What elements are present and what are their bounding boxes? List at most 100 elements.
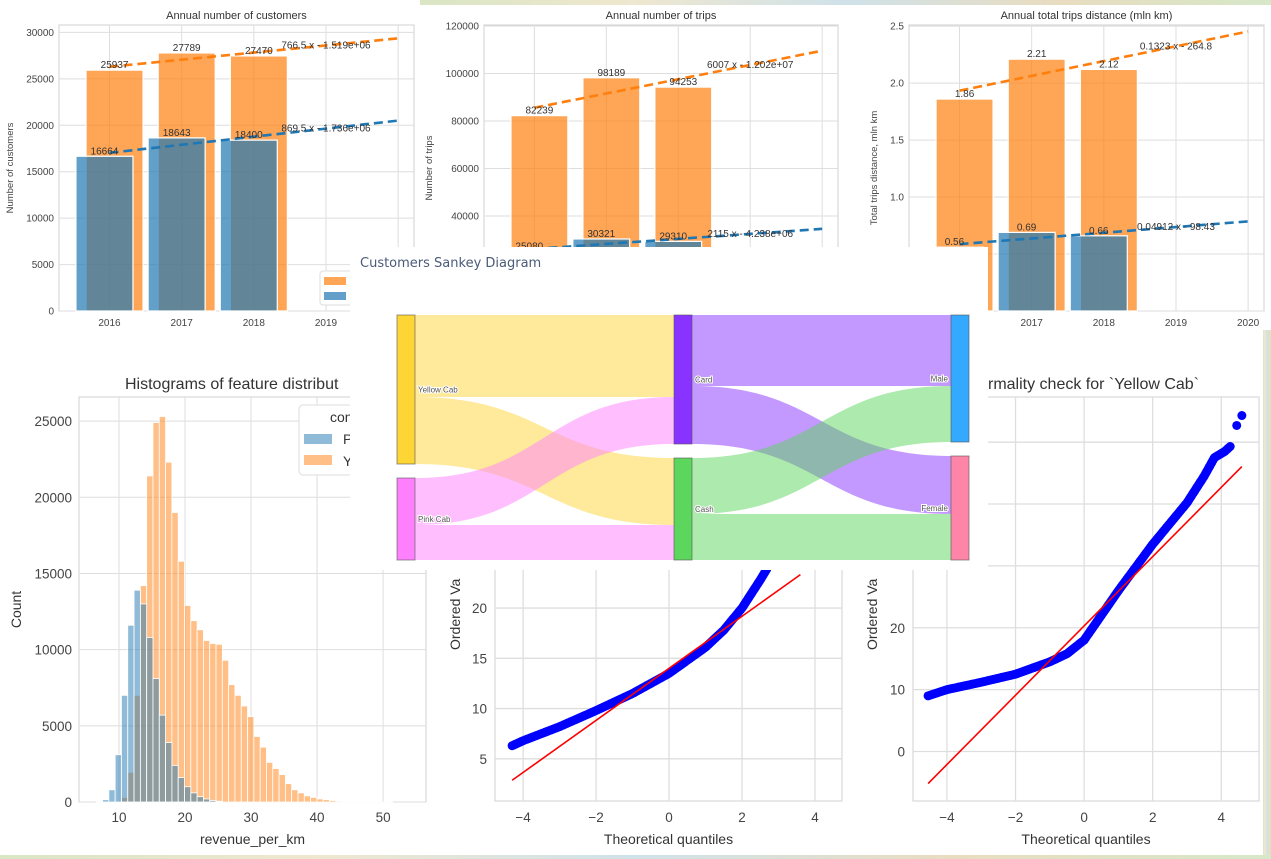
- sankey-nodes: Yellow Cab Pink Cab Card Cash Male Female: [396, 314, 970, 561]
- x-tick-label: 2018: [1093, 318, 1116, 329]
- trend-line: [534, 227, 823, 251]
- histogram-bar: [171, 512, 179, 803]
- x-tick-label: 4: [811, 810, 819, 825]
- bar-value-label: 0.66: [1089, 226, 1109, 237]
- bar-value-label: 0.56: [945, 237, 965, 248]
- y-tick-label: 0: [48, 307, 54, 318]
- x-axis-label: Theoretical quantiles: [1021, 831, 1150, 847]
- bar-value-label: 27789: [173, 43, 201, 54]
- histogram-bar: [215, 800, 223, 803]
- histogram-bar: [253, 736, 261, 803]
- trend-line: [109, 37, 399, 69]
- trend-equation-label: 869.5 x - 1.736e+06: [281, 124, 371, 135]
- y-tick-label: 120000: [446, 21, 480, 32]
- y-tick-label: 15: [472, 651, 487, 666]
- x-axis-label: Theoretical quantiles: [604, 831, 733, 847]
- y-tick-label: 20: [890, 621, 905, 636]
- bar-value-label: 16664: [91, 146, 119, 157]
- x-tick-label: 10: [111, 810, 126, 825]
- trend-equation-label: 0.1323 x - 264.8: [1140, 41, 1213, 52]
- trend-line: [534, 49, 823, 110]
- y-tick-label: 1.0: [890, 193, 904, 204]
- histogram-bar: [297, 792, 305, 803]
- y-tick-label: 5000: [42, 719, 72, 734]
- sankey-node-label: Yellow Cab: [418, 386, 458, 395]
- bar-value-label: 2.12: [1099, 59, 1119, 70]
- histogram-bar: [190, 792, 198, 803]
- chart-title: Histograms of feature distribut: [125, 376, 339, 393]
- x-tick-label: −2: [1008, 810, 1023, 825]
- x-tick-label: 2019: [315, 318, 338, 329]
- histogram-bar: [184, 605, 192, 803]
- fit-line: [511, 573, 801, 781]
- histogram-bar: [127, 624, 135, 803]
- y-axis-label: Count: [8, 591, 24, 628]
- sankey-node: [950, 455, 970, 561]
- sankey-node-label: Card: [695, 376, 712, 385]
- histogram-bar: [259, 746, 267, 803]
- y-tick-label: 30000: [26, 28, 54, 39]
- sankey-node: [673, 457, 693, 561]
- histogram-bar: [341, 800, 349, 803]
- histogram-bar: [177, 777, 185, 803]
- histogram-bar: [247, 716, 255, 803]
- trend-line: [959, 30, 1249, 92]
- histogram-bar: [329, 800, 337, 803]
- y-tick-label: 15000: [26, 167, 54, 178]
- background-map-strip-top: [420, 0, 1271, 5]
- bar: [1069, 235, 1128, 312]
- sankey-link: [692, 315, 951, 386]
- x-tick-label: 2020: [1237, 318, 1260, 329]
- histogram-bar: [133, 589, 141, 803]
- histogram-bar: [102, 799, 110, 803]
- x-tick-label: −4: [515, 810, 531, 825]
- histogram-bar: [215, 643, 223, 803]
- sample-points: [923, 411, 1247, 701]
- histogram-bar: [303, 795, 311, 803]
- histogram-bar: [221, 659, 230, 803]
- y-tick-label: 20000: [26, 121, 54, 132]
- histogram-bar: [209, 800, 217, 803]
- y-tick-label: 1.5: [890, 136, 904, 147]
- sankey-link: [692, 386, 951, 514]
- histogram-bar: [190, 620, 198, 803]
- sankey-links: [415, 315, 951, 560]
- trend-line: [959, 220, 1249, 246]
- y-tick-label: 5: [479, 752, 487, 767]
- sankey-title: Customers Sankey Diagram: [360, 256, 542, 271]
- x-tick-label: 2: [738, 810, 746, 825]
- bar-chart-0: 0 5000 10000 15000 20000 25000 30000 2016 2017 20…: [5, 10, 415, 329]
- histogram-bar: [108, 789, 116, 803]
- y-tick-label: 2.5: [890, 22, 904, 33]
- histogram-bar: [196, 796, 204, 803]
- chart-title: Annual number of trips: [606, 10, 717, 22]
- y-tick-label: 25000: [34, 414, 72, 429]
- y-tick-label: 60000: [451, 164, 479, 175]
- bar-value-label: 2.21: [1027, 49, 1047, 60]
- outlier-point: [1232, 420, 1242, 430]
- histogram-bar: [203, 640, 211, 803]
- histogram-bar: [196, 629, 204, 803]
- y-tick-label: 2.0: [890, 79, 904, 90]
- y-tick-label: 80000: [451, 116, 479, 127]
- y-axis-label: Number of customers: [5, 122, 16, 213]
- sankey-chart: Yellow Cab Pink Cab Card Cash Male Female: [396, 314, 970, 561]
- bar-value-label: 94253: [669, 77, 697, 88]
- histogram-bar: [152, 678, 160, 803]
- histogram-bar: [234, 694, 242, 803]
- y-tick-label: 10: [890, 683, 905, 698]
- x-tick-label: −2: [588, 810, 603, 825]
- histogram-bar: [165, 742, 173, 803]
- sankey-node-label: Male: [931, 375, 949, 384]
- outlier-point: [1237, 411, 1247, 421]
- y-tick-label: 20000: [34, 490, 72, 505]
- bar: [147, 137, 206, 312]
- chart-title: Annual total trips distance (mln km): [1001, 10, 1173, 22]
- histogram-bar: [184, 786, 192, 803]
- histogram-bar: [158, 714, 166, 803]
- background-map-strip-right: [1263, 330, 1271, 859]
- bar: [75, 155, 134, 312]
- bar-value-label: 18400: [235, 130, 263, 141]
- bar-value-label: 1.86: [955, 89, 975, 100]
- sankey-diagram-panel: Yellow Cab Pink Cab Card Cash Male Female Cus…: [350, 247, 988, 570]
